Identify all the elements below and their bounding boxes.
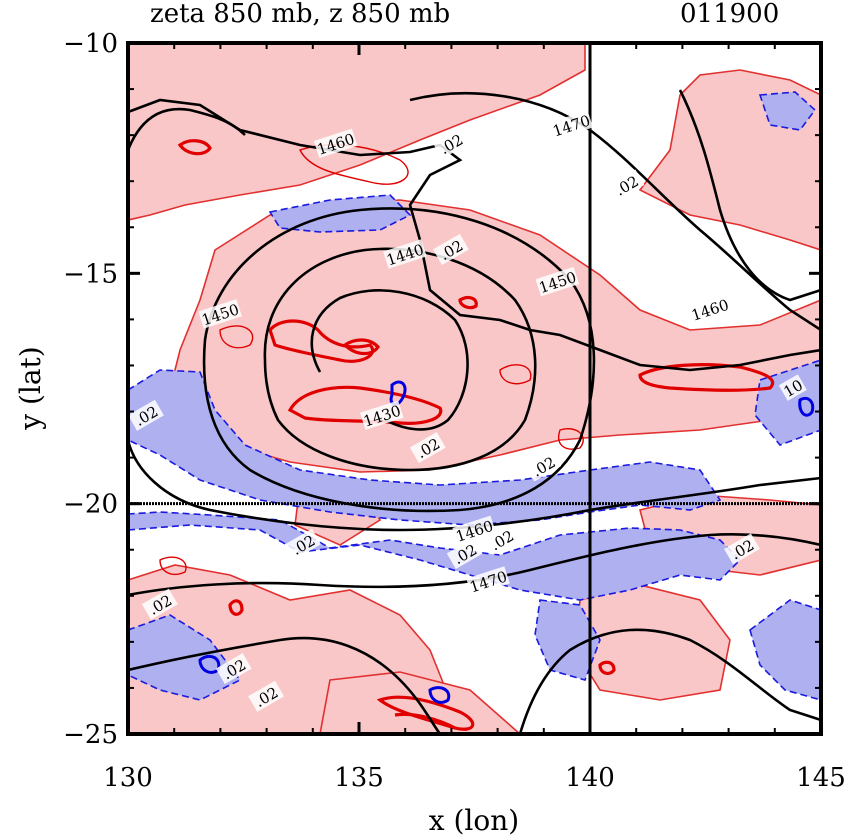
strong-contour-southeast	[598, 660, 616, 676]
contour-label-bg	[483, 524, 520, 556]
contour-label-bg	[688, 294, 732, 324]
height-1480-south	[518, 628, 821, 734]
y-tick-label: −25	[63, 720, 118, 750]
height-1460-west	[128, 439, 821, 532]
chart-timestamp: 011900	[680, 0, 779, 29]
x-tick-label: 135	[334, 763, 384, 793]
contour-label-bg	[198, 299, 242, 329]
x-axis-label: x (lon)	[429, 804, 519, 837]
contour-label-bg	[778, 374, 807, 401]
thin-contour-1	[219, 325, 254, 349]
thin-contour-2	[499, 364, 532, 385]
y-tick-label: −20	[63, 490, 118, 520]
strong-contour-cyclone-north	[342, 338, 381, 356]
strong-contour-center	[287, 385, 443, 425]
vorticity-contour-labels: .02.02.02.02.02.02.02.02.02.02.02.02.021…	[128, 127, 807, 712]
contour-label-bg	[724, 533, 760, 565]
contour-label-bg	[409, 431, 446, 464]
contour-label-bg	[383, 239, 427, 269]
strong-contour-northwest	[177, 139, 212, 156]
height-east-edge	[678, 89, 821, 302]
neg-contour-east	[798, 396, 815, 417]
y-tick-label: −10	[63, 29, 118, 59]
height-1470-south	[128, 533, 821, 597]
contour-label-bg	[285, 528, 321, 560]
contour-label-bg	[608, 169, 645, 201]
x-tick-label: 130	[103, 763, 153, 793]
contour-label-bg	[248, 680, 285, 712]
contour-label-bg	[535, 266, 580, 297]
neg-contour-s	[428, 686, 451, 704]
y-axis: −10 −15 −20 −25	[63, 29, 821, 750]
x-axis: 130 135 140 145	[103, 43, 846, 793]
strong-contour-sw	[228, 599, 244, 616]
height-1450	[202, 207, 596, 513]
neg-region-northeast	[758, 91, 817, 131]
height-1430	[310, 289, 469, 431]
height-1470-north	[409, 91, 821, 332]
chart-title: zeta 850 mb, z 850 mb	[150, 0, 450, 29]
reference-lines	[128, 43, 821, 734]
pos-region-northwest	[128, 43, 586, 221]
contour-label-bg	[432, 233, 469, 265]
strong-vorticity-contours	[177, 139, 775, 731]
plot-frame	[126, 41, 823, 736]
contour-label-bg	[141, 588, 178, 620]
strong-negative-contours	[198, 380, 815, 704]
contour-label-bg	[313, 128, 358, 159]
strong-contour-east	[638, 363, 775, 392]
neg-region-southeast	[749, 599, 821, 701]
neg-contour-center	[389, 380, 407, 406]
height-1460-south	[128, 636, 442, 734]
contour-label-bg	[215, 653, 252, 685]
contour-label-bg	[549, 110, 594, 140]
neg-region-west	[128, 369, 722, 526]
contour-label-bg	[452, 515, 496, 546]
x-tick-label: 140	[565, 763, 615, 793]
y-tick-label: −15	[63, 259, 118, 289]
x-tick-label: 145	[796, 763, 846, 793]
strong-contour-cyclone-west	[268, 319, 375, 363]
y-axis-label: y (lat)	[14, 346, 47, 430]
contour-label-bg	[525, 450, 562, 482]
thin-contour-5	[159, 556, 187, 576]
thin-contour-3	[558, 428, 584, 450]
strong-contour-n	[458, 295, 478, 310]
height-northwest-corner	[128, 107, 246, 151]
contour-label-bg	[446, 537, 483, 570]
contour-label-bg	[359, 400, 404, 430]
neg-region-south-center	[534, 599, 601, 681]
contour-label-bg	[432, 127, 469, 160]
strong-contour-south-inner	[394, 712, 456, 730]
contour-label-bg	[466, 566, 510, 596]
height-1440	[263, 247, 537, 472]
contour-label-bg	[128, 399, 164, 431]
